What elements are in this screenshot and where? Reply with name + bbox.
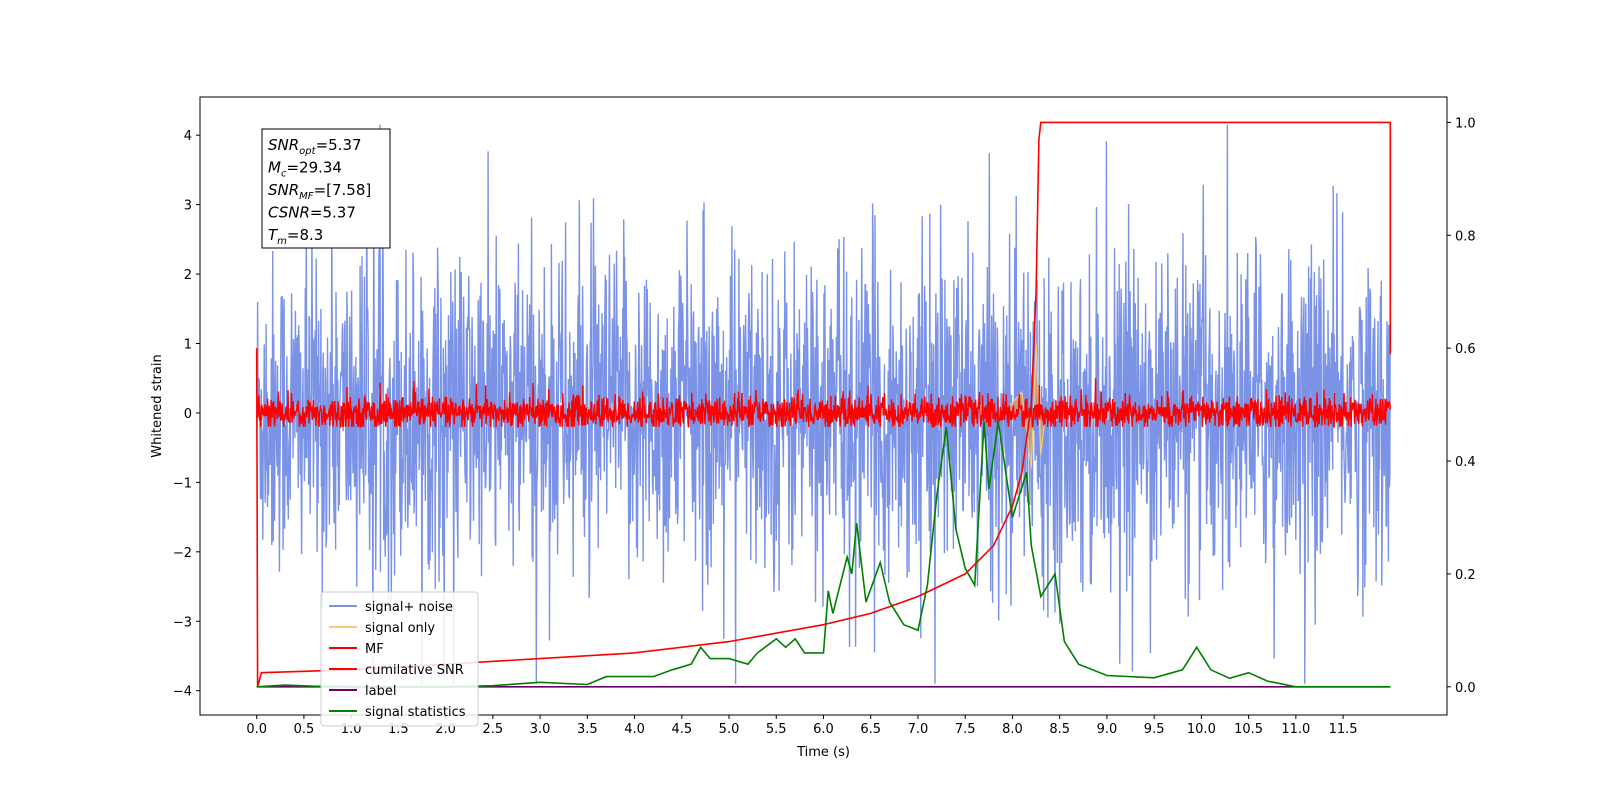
- x-tick-label: 5.0: [719, 722, 740, 737]
- y-tick-label-left: 0: [184, 407, 192, 422]
- x-tick-label: 11.5: [1329, 722, 1358, 737]
- y-tick-label-right: 0.0: [1455, 681, 1476, 696]
- x-tick-label: 5.5: [766, 722, 787, 737]
- y-tick-label-right: 1.0: [1455, 116, 1476, 131]
- y-tick-label-left: −3: [173, 615, 192, 630]
- x-tick-label: 9.0: [1097, 722, 1118, 737]
- x-tick-label: 10.0: [1187, 722, 1216, 737]
- y-tick-label-right: 0.8: [1455, 229, 1476, 244]
- x-tick-label: 4.5: [671, 722, 692, 737]
- y-tick-label-left: −1: [173, 476, 192, 491]
- x-tick-label: 10.5: [1234, 722, 1263, 737]
- mf-series-layer: [256, 378, 1391, 428]
- x-tick-label: 8.0: [1002, 722, 1023, 737]
- x-tick-label: 2.5: [483, 722, 504, 737]
- x-tick-label: 0.0: [246, 722, 267, 737]
- legend-label: signal statistics: [365, 705, 466, 720]
- x-tick-label: 0.5: [294, 722, 315, 737]
- y-tick-label-left: 2: [184, 268, 192, 283]
- mf-line: [256, 378, 1391, 428]
- x-tick-label: 8.5: [1049, 722, 1070, 737]
- y-tick-label-left: −4: [173, 685, 192, 700]
- y-tick-label-left: 1: [184, 338, 192, 353]
- y-tick-label-left: −2: [173, 546, 192, 561]
- signal-noise-line: [256, 124, 1391, 684]
- x-tick-label: 4.0: [624, 722, 645, 737]
- x-axis-label: Time (s): [796, 745, 850, 760]
- stats-line: Mc=29.34: [268, 159, 342, 180]
- x-tick-label: 6.5: [860, 722, 881, 737]
- x-tick-label: 9.5: [1144, 722, 1165, 737]
- stats-line: Tm=8.3: [268, 226, 323, 247]
- x-tick-label: 7.5: [955, 722, 976, 737]
- x-tick-label: 3.5: [577, 722, 598, 737]
- stats-line: CSNR=5.37: [268, 204, 356, 222]
- x-tick-label: 3.0: [530, 722, 551, 737]
- x-tick-label: 7.0: [908, 722, 929, 737]
- y-tick-label-left: 3: [184, 199, 192, 214]
- legend-label: label: [365, 684, 396, 699]
- legend-label: MF: [365, 642, 384, 657]
- legend: signal+ noise signal only MF cumilative SNR…: [320, 591, 479, 727]
- y-tick-label-right: 0.6: [1455, 342, 1476, 357]
- stats-line: SNRopt=5.37: [268, 136, 362, 157]
- stats-box-frame: [261, 128, 391, 249]
- stats-line: SNRMF=[7.58]: [268, 181, 371, 202]
- signal-statistics-line: [256, 421, 1391, 688]
- y-tick-label-right: 0.2: [1455, 568, 1476, 583]
- x-tick-label: 11.0: [1281, 722, 1310, 737]
- y-tick-label-left: 4: [184, 129, 192, 144]
- y-axis-label: Whitened strain: [150, 354, 165, 457]
- y-tick-label-right: 0.4: [1455, 455, 1476, 470]
- legend-label: signal only: [365, 621, 435, 636]
- x-tick-label: 6.0: [813, 722, 834, 737]
- noise-series-layer: [256, 124, 1391, 684]
- legend-frame: [320, 591, 479, 727]
- legend-label: signal+ noise: [365, 600, 453, 615]
- legend-label: cumilative SNR: [365, 663, 464, 678]
